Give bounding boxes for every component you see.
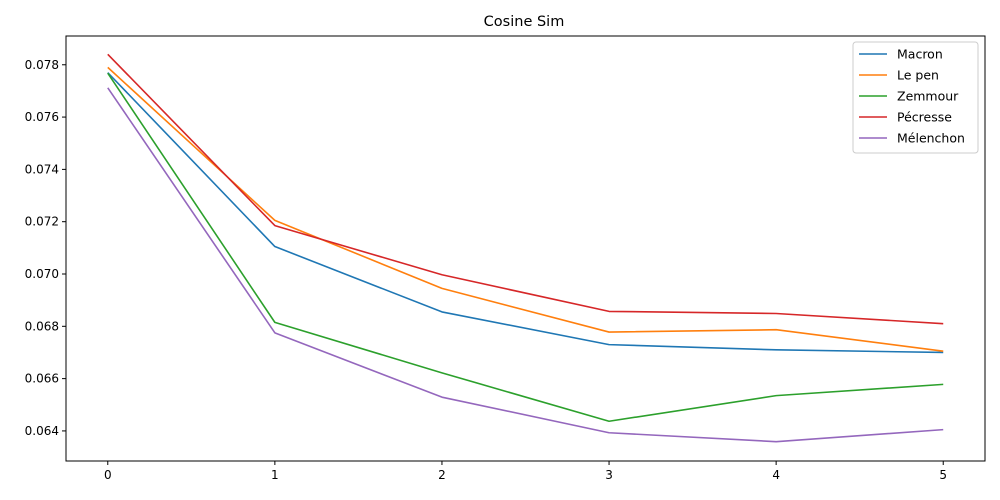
- legend-box: [852, 41, 979, 154]
- x-tick-label: 1: [271, 468, 279, 482]
- x-tick-label: 2: [438, 468, 446, 482]
- x-tick-label: 3: [605, 468, 613, 482]
- legend-label: Pécresse: [897, 110, 952, 125]
- legend-label: Macron: [897, 47, 943, 62]
- series-lines: [107, 53, 944, 443]
- y-axis: 0.064 0.066 0.068 0.070 0.072 0.074 0.076 0.078: [25, 58, 66, 438]
- y-tick-label: 0.064: [25, 424, 59, 438]
- y-tick-label: 0.066: [25, 372, 59, 386]
- series-line-pecresse: [107, 53, 944, 325]
- legend-label: Mélenchon: [897, 131, 965, 146]
- y-tick-label: 0.074: [25, 162, 59, 176]
- x-axis: 0 1 2 3 4 5: [104, 461, 947, 482]
- y-tick-label: 0.078: [25, 58, 59, 72]
- y-tick-label: 0.076: [25, 110, 59, 124]
- y-tick-label: 0.068: [25, 319, 59, 333]
- x-tick-label: 5: [939, 468, 947, 482]
- chart-title: Cosine Sim: [484, 14, 565, 30]
- x-tick-label: 4: [772, 468, 780, 482]
- y-tick-label: 0.072: [25, 215, 59, 229]
- series-line-le-pen: [107, 66, 944, 352]
- x-tick-label: 0: [104, 468, 112, 482]
- series-line-macron: [107, 72, 944, 354]
- series-line-melenchon: [107, 87, 944, 443]
- series-line-zemmour: [107, 72, 944, 423]
- plot-frame: [65, 35, 986, 462]
- legend-label: Le pen: [897, 68, 939, 83]
- legend: Macron Le pen Zemmour Pécresse Mélenchon: [852, 41, 979, 154]
- y-tick-label: 0.070: [25, 267, 59, 281]
- legend-label: Zemmour: [897, 89, 959, 104]
